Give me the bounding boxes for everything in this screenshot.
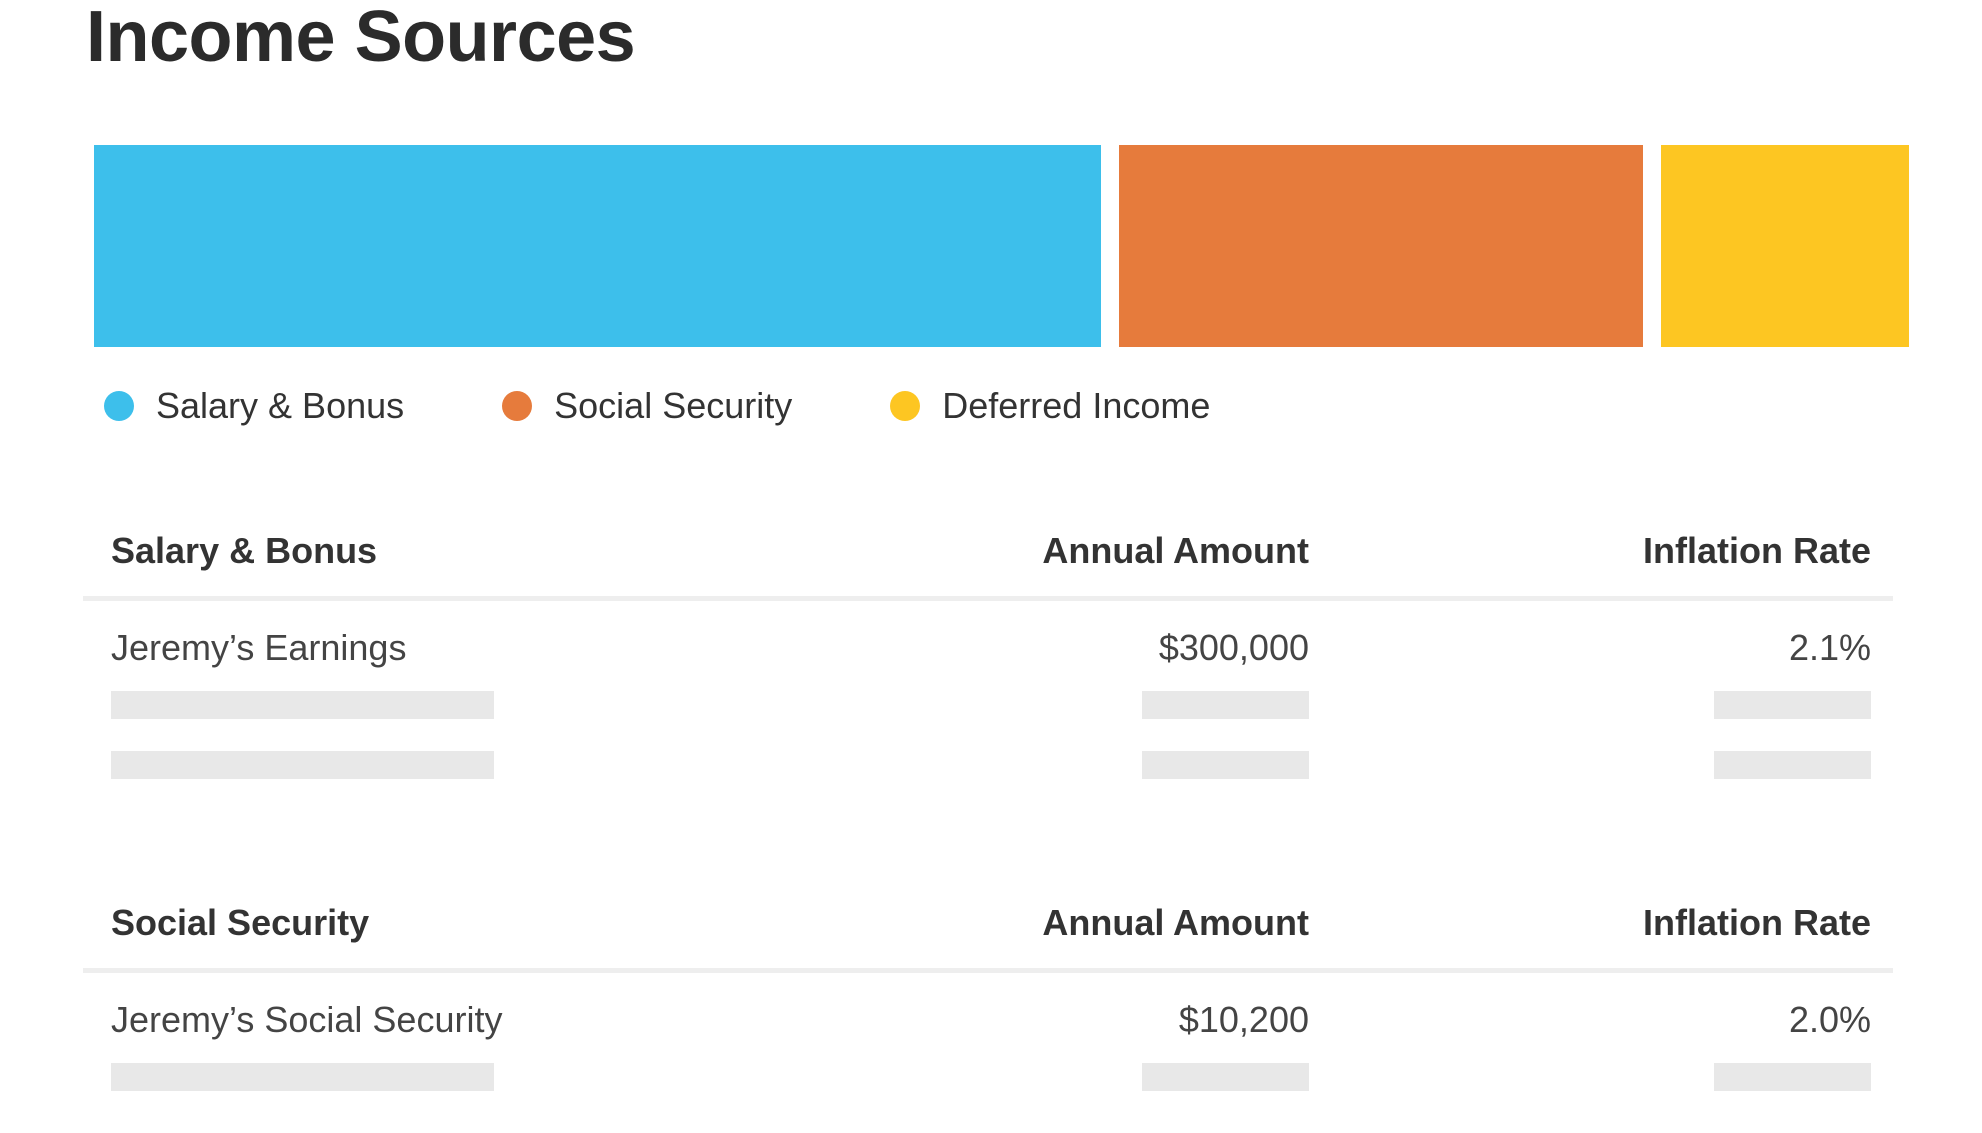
section-title: Salary & Bonus xyxy=(111,530,378,571)
legend-label: Deferred Income xyxy=(942,385,1211,426)
placeholder-row xyxy=(83,691,1893,751)
placeholder-bar xyxy=(111,751,494,779)
placeholder-bar xyxy=(1714,1063,1871,1091)
legend-item-salary-bonus: Salary & Bonus xyxy=(104,385,404,427)
income-legend: Salary & Bonus Social Security Deferred … xyxy=(104,385,1210,427)
legend-dot-icon xyxy=(104,391,134,421)
income-name: Jeremy’s Earnings xyxy=(111,627,407,668)
income-sources-bar xyxy=(94,145,1909,347)
inflation-rate: 2.0% xyxy=(1788,999,1871,1040)
bar-segment-deferred-income xyxy=(1661,145,1909,347)
inflation-rate: 2.1% xyxy=(1788,627,1871,668)
placeholder-row xyxy=(83,1063,1893,1123)
social-security-section: Social Security Annual Amount Inflation … xyxy=(83,900,1893,1123)
placeholder-bar xyxy=(1142,1063,1309,1091)
legend-label: Social Security xyxy=(554,385,793,426)
section-header: Social Security Annual Amount Inflation … xyxy=(83,900,1893,973)
placeholder-bar xyxy=(1714,691,1871,719)
annual-amount-header: Annual Amount xyxy=(1042,902,1309,943)
annual-amount: $10,200 xyxy=(1178,999,1309,1040)
placeholder-bar xyxy=(1714,751,1871,779)
legend-dot-icon xyxy=(890,391,921,421)
legend-label: Salary & Bonus xyxy=(156,385,405,426)
legend-dot-icon xyxy=(502,391,533,421)
legend-item-social-security: Social Security xyxy=(502,385,792,427)
table-row[interactable]: Jeremy’s Social Security $10,200 2.0% xyxy=(83,973,1893,1063)
placeholder-bar xyxy=(1142,691,1309,719)
table-row[interactable]: Jeremy’s Earnings $300,000 2.1% xyxy=(83,601,1893,691)
placeholder-bar xyxy=(1142,751,1309,779)
page-title: Income Sources xyxy=(86,0,636,77)
annual-amount: $300,000 xyxy=(1158,627,1309,668)
placeholder-bar xyxy=(111,691,494,719)
legend-item-deferred-income: Deferred Income xyxy=(890,385,1210,427)
salary-bonus-section: Salary & Bonus Annual Amount Inflation R… xyxy=(83,528,1893,811)
income-name: Jeremy’s Social Security xyxy=(111,999,503,1040)
inflation-rate-header: Inflation Rate xyxy=(1642,902,1871,943)
placeholder-row xyxy=(83,751,1893,811)
inflation-rate-header: Inflation Rate xyxy=(1642,530,1871,571)
annual-amount-header: Annual Amount xyxy=(1042,530,1309,571)
bar-segment-social-security xyxy=(1119,145,1644,347)
section-title: Social Security xyxy=(111,902,370,943)
placeholder-bar xyxy=(111,1063,494,1091)
bar-segment-salary-bonus xyxy=(94,145,1101,347)
section-header: Salary & Bonus Annual Amount Inflation R… xyxy=(83,528,1893,601)
